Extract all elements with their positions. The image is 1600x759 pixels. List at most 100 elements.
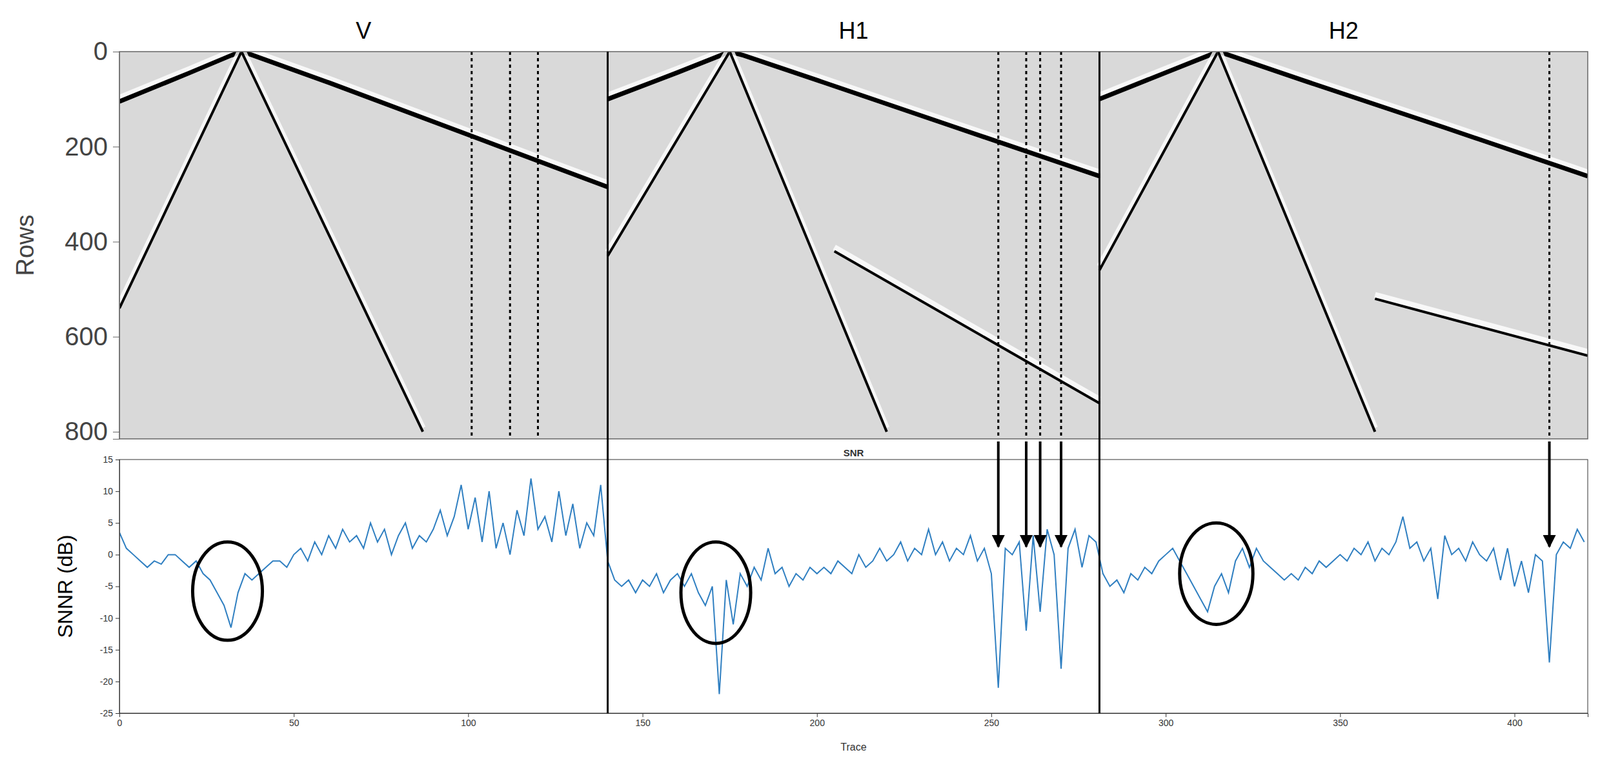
tick: 0 — [93, 36, 120, 66]
plot-background — [119, 459, 1588, 714]
x-axis: 0 50 100 150 200 250 300 350 400 — [117, 713, 1589, 729]
tick-label: -5 — [105, 580, 114, 592]
chart-title: SNR — [843, 447, 865, 459]
bad-trace — [1548, 51, 1551, 439]
tick-mark — [115, 618, 120, 619]
tick-mark — [1339, 713, 1341, 718]
tick: -5 — [105, 580, 120, 592]
tick-label: 800 — [64, 416, 108, 446]
highlight-ellipse — [192, 542, 263, 641]
event-line — [607, 51, 730, 257]
tick: 250 — [984, 713, 1000, 729]
tick: 100 — [460, 713, 477, 729]
tick: 350 — [1332, 713, 1349, 729]
event-line — [834, 247, 1100, 400]
tick-label: 200 — [64, 132, 108, 161]
arrow — [1039, 441, 1042, 547]
event-line — [241, 51, 423, 432]
bad-trace — [536, 51, 539, 439]
panel-background — [119, 51, 1588, 439]
tick-mark — [991, 713, 993, 718]
panel-label: V — [355, 17, 372, 44]
tick-label: 300 — [1158, 717, 1175, 729]
tick-mark — [112, 241, 120, 243]
tick-mark — [1514, 713, 1516, 718]
tick-mark — [642, 713, 644, 718]
figure: 0200400600800VH1H2Rows151050-5-10-15-20-… — [0, 0, 1600, 759]
bad-trace — [509, 51, 512, 439]
highlight-ellipse — [1179, 522, 1253, 625]
tick-label: 100 — [460, 717, 477, 729]
axis-title: SNNR (dB) — [53, 534, 77, 638]
tick-mark — [115, 459, 120, 461]
tick-label: 200 — [810, 717, 826, 729]
plot-marks — [119, 478, 1585, 694]
tick-label: 250 — [984, 717, 1000, 729]
tick: 600 — [64, 322, 120, 351]
tick-mark — [112, 431, 120, 433]
tick-mark — [115, 649, 120, 651]
tick-label: 350 — [1332, 717, 1349, 729]
snnr-line — [119, 478, 1585, 694]
tick-mark — [112, 146, 120, 148]
events — [119, 51, 1588, 439]
bad-trace — [1024, 51, 1027, 439]
tick-label: 10 — [102, 486, 113, 497]
tick-mark — [817, 713, 818, 718]
tick-mark — [467, 713, 469, 718]
tick-label: 50 — [289, 717, 300, 729]
y-axis: 0200400600800 — [64, 36, 120, 446]
plot-frame — [119, 51, 1588, 439]
plot-frame — [119, 459, 1588, 714]
event-line — [834, 251, 1100, 404]
tick-mark — [115, 491, 120, 492]
event-line — [1217, 51, 1375, 432]
y-axis: 15 10 5 0 -5 -10 -15 -20 -25 — [100, 454, 121, 719]
tick: -25 — [100, 708, 120, 719]
tick-label: -20 — [100, 676, 113, 687]
tick: 400 — [1507, 713, 1523, 729]
tick-mark — [293, 713, 295, 718]
tick: 300 — [1158, 713, 1175, 729]
tick: 200 — [64, 132, 120, 161]
arrow — [997, 441, 1000, 547]
tick-mark — [115, 713, 120, 714]
bad-trace — [1060, 51, 1063, 439]
tick-mark — [115, 586, 120, 588]
tick: -15 — [100, 644, 120, 656]
panel-label: H1 — [838, 17, 869, 44]
tick-label: 0 — [117, 717, 123, 729]
arrow — [1024, 441, 1028, 547]
event-line — [729, 51, 887, 432]
tick-label: -15 — [100, 644, 113, 656]
tick-mark — [119, 713, 121, 718]
event-line — [119, 51, 608, 188]
bad-trace — [470, 51, 473, 439]
tick: 150 — [635, 713, 651, 729]
axis-line — [120, 713, 1589, 718]
panel-divider — [1098, 51, 1101, 714]
tick-label: 0 — [93, 36, 108, 66]
tick: 50 — [289, 713, 300, 729]
tick-label: 15 — [102, 454, 113, 465]
axis-title: Trace — [840, 741, 867, 753]
tick: 0 — [107, 549, 120, 560]
event-line — [119, 51, 242, 309]
tick: -10 — [100, 613, 120, 624]
axis-line — [112, 52, 121, 440]
tick-label: 600 — [64, 322, 108, 351]
tick: 800 — [64, 416, 120, 446]
tick: 10 — [102, 486, 120, 497]
tick: 5 — [107, 517, 120, 528]
tick-mark — [115, 681, 120, 683]
tick-label: -25 — [100, 708, 113, 719]
highlight-ellipse — [680, 542, 751, 644]
tick-mark — [112, 336, 120, 338]
tick-label: 0 — [107, 549, 113, 560]
tick: 15 — [102, 454, 120, 465]
axis-title: Rows — [11, 214, 39, 276]
tick: 0 — [117, 713, 123, 729]
bad-trace — [997, 51, 1000, 439]
arrow — [1059, 441, 1063, 547]
tick: 200 — [810, 713, 826, 729]
